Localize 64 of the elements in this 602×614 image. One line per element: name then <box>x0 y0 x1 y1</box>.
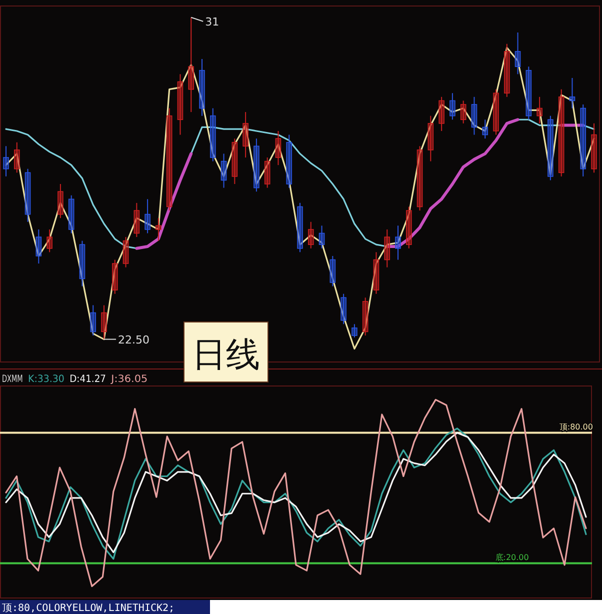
candlestick <box>352 324 358 338</box>
candlestick <box>24 168 31 222</box>
candlestick <box>340 293 346 325</box>
candlestick <box>286 134 292 188</box>
candlestick <box>548 115 554 181</box>
candlestick <box>450 92 456 120</box>
text: D:41.27 <box>70 374 110 385</box>
candlestick <box>308 221 314 249</box>
text: K:33.30 <box>28 374 67 385</box>
candlestick <box>471 96 478 136</box>
candlestick <box>558 88 564 177</box>
candlestick <box>373 252 380 294</box>
candlestick <box>416 146 423 212</box>
ref-line-label: 顶:80.00 <box>559 422 593 432</box>
candlestick <box>569 77 576 109</box>
candlestick <box>199 58 205 116</box>
candlestick <box>177 74 184 136</box>
candlestick <box>395 225 401 260</box>
annotation: 31 <box>205 15 220 28</box>
candlestick <box>275 130 282 166</box>
candlestick <box>156 218 162 242</box>
candlestick <box>122 236 129 268</box>
annotation: 22.50 <box>118 333 150 346</box>
candlestick <box>460 100 466 124</box>
candlestick <box>188 16 194 113</box>
ref-line-label: 底:20.00 <box>495 553 529 562</box>
candlestick <box>254 138 260 192</box>
candlestick <box>90 304 96 336</box>
candlestick <box>580 104 586 177</box>
candlestick <box>330 255 336 287</box>
candlestick <box>318 225 325 249</box>
annotation: 日线 <box>192 335 260 375</box>
candlestick <box>526 66 532 120</box>
candlestick <box>362 297 368 336</box>
candlestick <box>220 153 227 188</box>
candlestick <box>493 88 499 136</box>
candlestick <box>36 228 42 264</box>
candlestick <box>101 304 107 340</box>
candlestick <box>264 156 270 188</box>
candlestick <box>166 108 172 212</box>
candlestick <box>3 146 9 177</box>
candlestick <box>406 206 412 249</box>
candlestick <box>68 194 74 234</box>
candlestick <box>504 43 510 98</box>
candlestick <box>144 198 150 234</box>
text: J:36.05 <box>110 374 148 385</box>
candlestick <box>536 96 542 124</box>
text: 顶:80,COLORYELLOW,LINETHICK2; <box>2 603 175 614</box>
candlestick <box>46 228 52 253</box>
candlestick <box>232 138 238 184</box>
candlestick <box>482 119 488 140</box>
candlestick <box>297 202 303 253</box>
candlestick <box>134 202 140 238</box>
candlestick <box>428 115 434 162</box>
candlestick <box>242 112 248 158</box>
candlestick <box>438 96 444 132</box>
candlestick <box>58 184 64 219</box>
candlestick <box>591 122 597 174</box>
candlestick <box>384 228 390 268</box>
candlestick <box>514 32 521 75</box>
candlestick <box>210 108 216 162</box>
candlestick <box>112 259 118 294</box>
candlestick <box>79 240 86 287</box>
candlestick <box>14 142 20 174</box>
